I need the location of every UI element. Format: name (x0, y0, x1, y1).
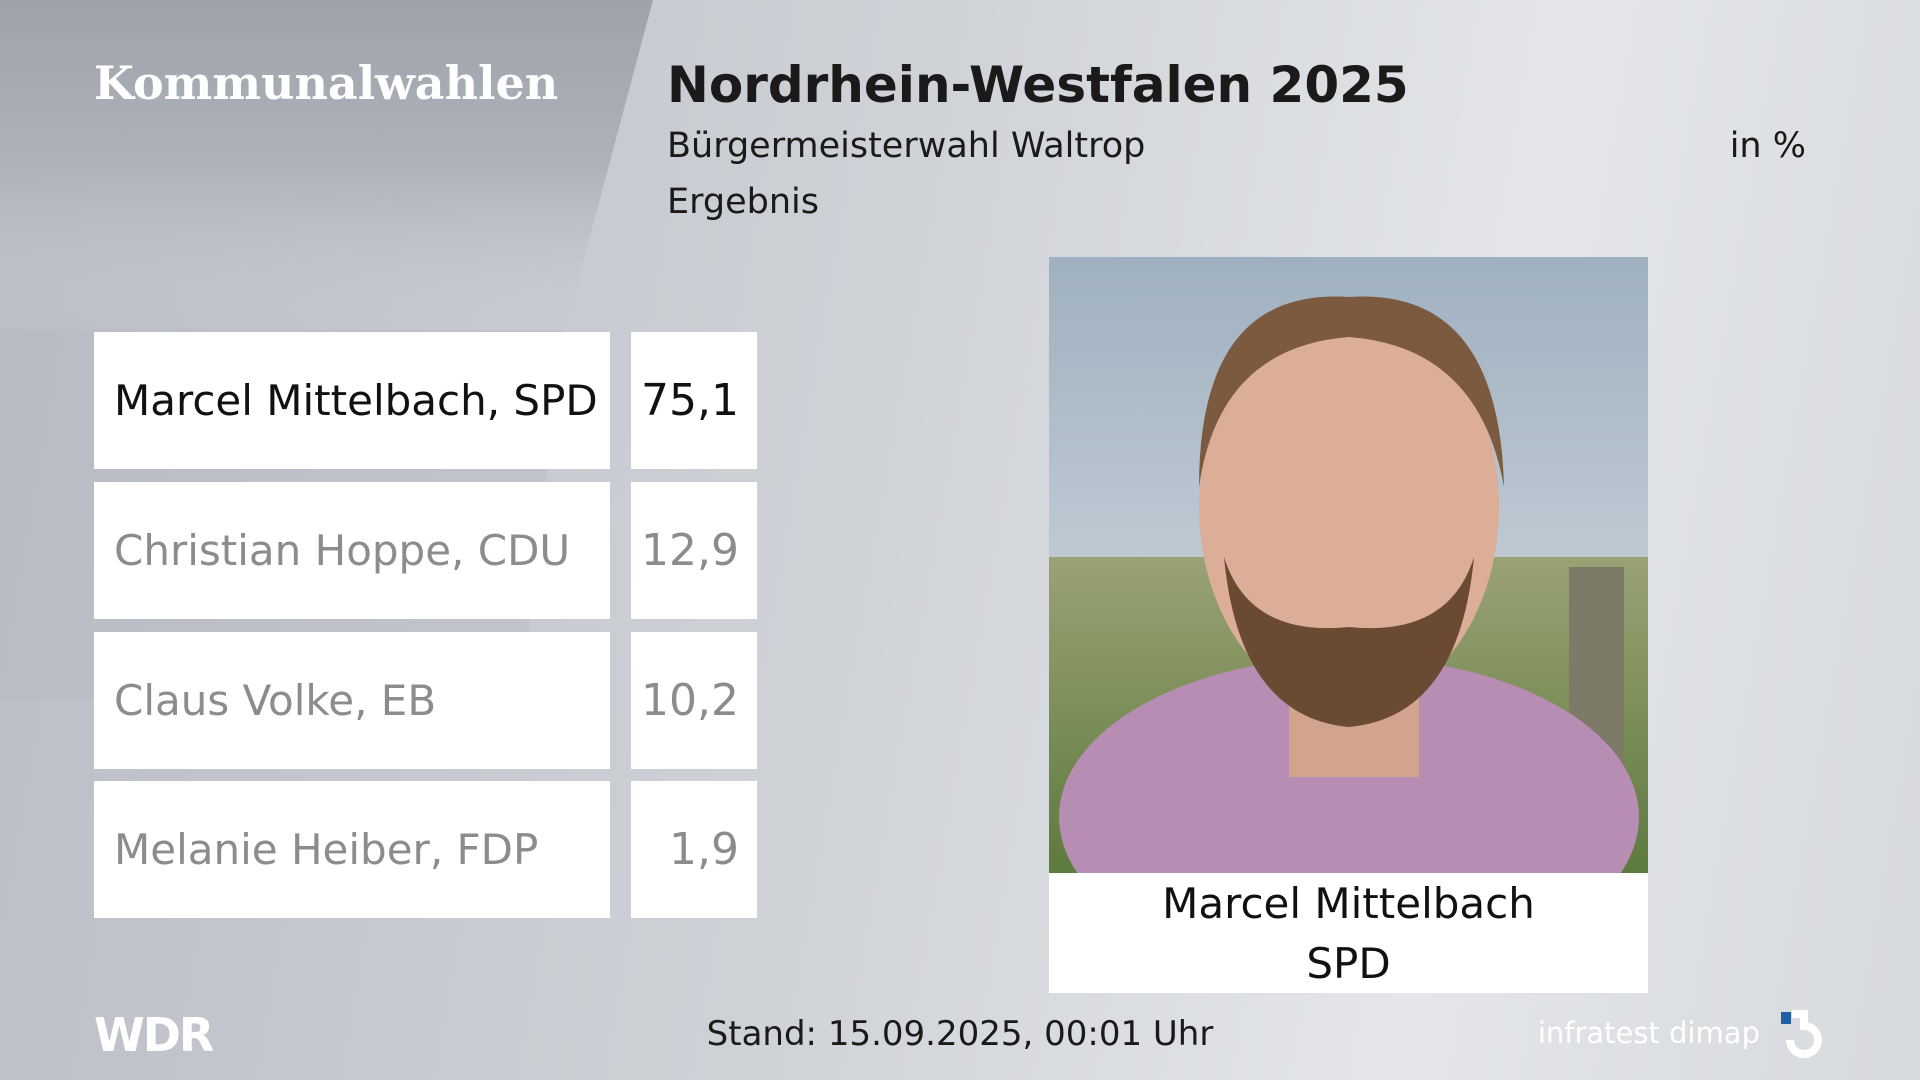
caption-party: SPD (1306, 939, 1391, 988)
section-title: Kommunalwahlen (94, 56, 559, 110)
timestamp: Stand: 15.09.2025, 00:01 Uhr (706, 1014, 1214, 1054)
candidate-value: 12,9 (641, 525, 739, 576)
candidate-value: 10,2 (641, 675, 739, 726)
candidate-value-cell: 12,9 (631, 482, 757, 619)
unit: in % (1729, 126, 1806, 166)
candidate-name: Marcel Mittelbach, SPD (114, 376, 598, 425)
candidate-name: Christian Hoppe, CDU (114, 526, 571, 575)
candidate-name-cell: Melanie Heiber, FDP (94, 781, 610, 918)
wdr-logo: WDR (94, 1008, 214, 1062)
candidate-name-cell: Marcel Mittelbach, SPD (94, 332, 610, 469)
candidate-photo (1049, 257, 1648, 873)
candidate-value: 75,1 (641, 375, 739, 426)
candidate-name: Melanie Heiber, FDP (114, 825, 539, 874)
title: Nordrhein-Westfalen 2025 (667, 56, 1409, 114)
candidate-value-cell: 10,2 (631, 632, 757, 769)
candidate-name-cell: Christian Hoppe, CDU (94, 482, 610, 619)
infratest-logo (1781, 1010, 1822, 1058)
candidate-value-cell: 75,1 (631, 332, 757, 469)
source: infratest dimap (1537, 1016, 1760, 1050)
candidate-value: 1,9 (669, 824, 739, 875)
caption-name: Marcel Mittelbach (1162, 879, 1535, 928)
result-label: Ergebnis (667, 182, 819, 222)
candidate-name: Claus Volke, EB (114, 676, 437, 725)
candidate-name-cell: Claus Volke, EB (94, 632, 610, 769)
candidate-value-cell: 1,9 (631, 781, 757, 918)
subtitle: Bürgermeisterwahl Waltrop (667, 126, 1146, 166)
photo-caption: Marcel Mittelbach SPD (1049, 873, 1648, 993)
